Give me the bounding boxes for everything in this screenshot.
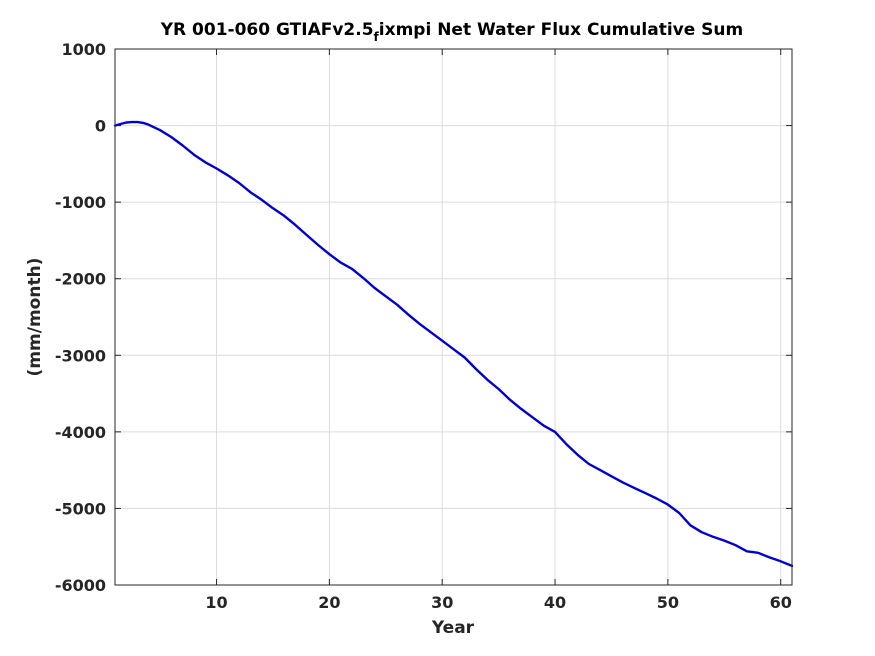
plot-box [114,48,793,586]
grid [115,48,792,586]
x-axis-label: Year [431,618,475,638]
x-tick-label: 60 [770,593,792,612]
series-line [113,120,794,568]
ticks: 10 20 30 40 50 60 1000 0 -1000 -2000 -3000 -4000 -50… [55,40,792,612]
chart-title-rest: ixmpi Net Water Flux Cumulative Sum [379,20,743,40]
x-tick-label: 40 [544,593,566,612]
x-tick-label: 50 [657,593,679,612]
chart-title-main: YR 001-060 GTIAFv2.5 [160,20,374,40]
y-tick-label: -2000 [55,270,106,289]
chart-title-subscript: f [374,30,380,44]
y-tick-label: -4000 [55,423,106,442]
y-axis-label: (mm/month) [25,258,45,377]
chart-title: YR 001-060 GTIAFv2.5fixmpi Net Water Flu… [160,20,744,44]
y-tick-label: 0 [95,117,106,136]
x-tick-label: 20 [318,593,340,612]
y-tick-label: -3000 [55,346,106,365]
series-group [113,120,794,568]
y-tick-label: -5000 [55,499,106,518]
y-tick-label: -6000 [55,576,106,595]
x-tick-label: 10 [205,593,227,612]
x-tick-label: 30 [431,593,453,612]
y-tick-label: -1000 [55,193,106,212]
y-tick-label: 1000 [61,40,106,59]
